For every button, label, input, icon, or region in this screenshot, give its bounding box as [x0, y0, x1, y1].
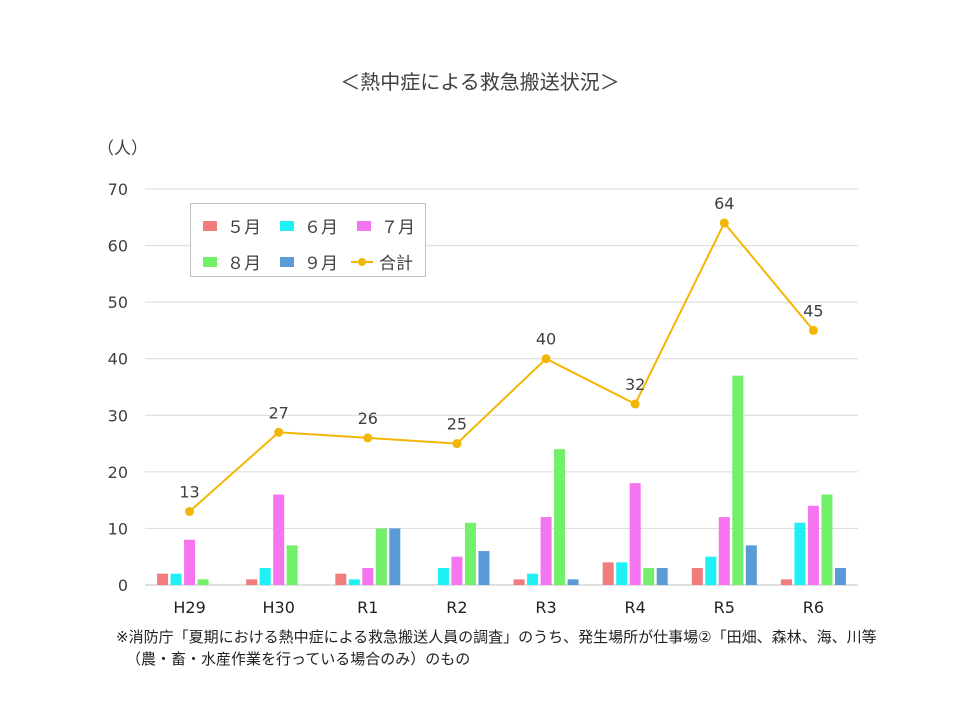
legend-line-marker-total: [351, 257, 373, 267]
legend-swatch-august: [203, 256, 217, 267]
y-axis-unit-label: （人）: [97, 139, 148, 159]
legend-label-september: ９月: [304, 254, 338, 274]
x-tick-label: R6: [803, 598, 824, 617]
bar: [554, 449, 566, 585]
bar: [732, 375, 744, 585]
y-tick-label: 70: [108, 180, 128, 199]
data-label: 45: [803, 301, 823, 320]
x-tick-label: H29: [173, 598, 205, 617]
bar: [273, 494, 285, 585]
bar: [375, 528, 387, 585]
line-point: [363, 433, 373, 443]
bar: [691, 568, 703, 585]
x-tick-label: H30: [262, 598, 294, 617]
data-label: 40: [536, 330, 556, 349]
legend-label-may: ５月: [227, 218, 261, 238]
y-tick-label: 0: [118, 576, 128, 595]
x-tick-label: R3: [535, 598, 556, 617]
footnote-line-1: ※消防庁「夏期における熱中症による救急搬送人員の調査」のうち、発生場所が仕事場②…: [116, 628, 877, 646]
data-label: 13: [179, 482, 199, 501]
bar: [437, 568, 449, 585]
line-point: [630, 399, 640, 409]
line-point: [274, 427, 284, 437]
footnote-line-2: （農・畜・水産作業を行っている場合のみ）のもの: [126, 650, 471, 668]
legend-item-june: ６月: [280, 213, 338, 238]
bar: [451, 556, 463, 585]
bar: [184, 539, 196, 585]
bar: [464, 522, 476, 585]
y-tick-label: 40: [108, 350, 128, 369]
legend-item-total: 合計: [351, 249, 413, 274]
chart-title: ＜熱中症による救急搬送状況＞: [340, 70, 620, 94]
bar: [362, 568, 374, 585]
line-point: [719, 218, 729, 228]
bar: [389, 528, 401, 585]
bar: [834, 568, 846, 585]
bar: [616, 562, 628, 585]
bar: [335, 573, 347, 585]
line-point: [808, 325, 818, 335]
legend-label-august: ８月: [227, 254, 261, 274]
bar: [794, 522, 806, 585]
legend-label-total: 合計: [379, 254, 413, 274]
bar: [821, 494, 833, 585]
data-label: 26: [358, 409, 378, 428]
bar: [656, 568, 668, 585]
footnote: ※消防庁「夏期における熱中症による救急搬送人員の調査」のうち、発生場所が仕事場②…: [116, 626, 877, 670]
bar: [705, 556, 717, 585]
bar: [246, 579, 258, 585]
legend-item-september: ９月: [280, 249, 338, 274]
legend: ５月 ６月 ７月 ８月 ９月 合計: [190, 203, 426, 277]
y-tick-label: 50: [108, 293, 128, 312]
x-tick-label: R1: [357, 598, 378, 617]
legend-swatch-june: [280, 220, 294, 231]
data-label: 32: [625, 375, 645, 394]
line-point: [452, 439, 462, 449]
legend-item-may: ５月: [203, 213, 261, 238]
series-line-total: [188, 221, 815, 513]
bar: [567, 579, 579, 585]
y-tick-label: 20: [108, 463, 128, 482]
bar: [478, 551, 490, 585]
bar: [157, 573, 169, 585]
legend-label-july: ７月: [381, 218, 415, 238]
bar: [807, 505, 819, 585]
x-tick-label: R2: [446, 598, 467, 617]
bar: [286, 545, 298, 585]
legend-item-july: ７月: [357, 213, 415, 238]
line-point: [541, 354, 551, 364]
legend-swatch-may: [203, 220, 217, 231]
legend-label-june: ６月: [304, 218, 338, 238]
y-tick-label: 60: [108, 237, 128, 256]
legend-swatch-september: [280, 256, 294, 267]
bar: [718, 517, 730, 585]
legend-item-august: ８月: [203, 249, 261, 274]
bar: [540, 517, 552, 585]
legend-swatch-july: [357, 220, 371, 231]
y-tick-label: 30: [108, 406, 128, 425]
bar: [527, 573, 539, 585]
bar: [259, 568, 271, 585]
x-tick-label: R4: [625, 598, 646, 617]
x-tick-label: R5: [714, 598, 735, 617]
data-label: 27: [269, 403, 289, 422]
bar: [197, 579, 209, 585]
bar: [643, 568, 655, 585]
y-tick-label: 10: [108, 519, 128, 538]
bar: [602, 562, 614, 585]
bar: [629, 483, 641, 585]
bar: [348, 579, 360, 585]
data-label: 64: [714, 194, 734, 213]
bar: [745, 545, 757, 585]
bar: [170, 573, 182, 585]
bar: [780, 579, 792, 585]
bar: [513, 579, 525, 585]
data-label: 25: [447, 415, 467, 434]
line-point: [185, 506, 195, 516]
